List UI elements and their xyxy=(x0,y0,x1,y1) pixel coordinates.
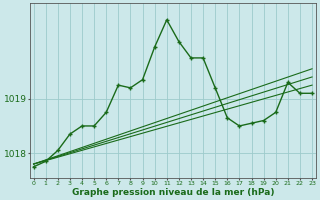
X-axis label: Graphe pression niveau de la mer (hPa): Graphe pression niveau de la mer (hPa) xyxy=(72,188,274,197)
